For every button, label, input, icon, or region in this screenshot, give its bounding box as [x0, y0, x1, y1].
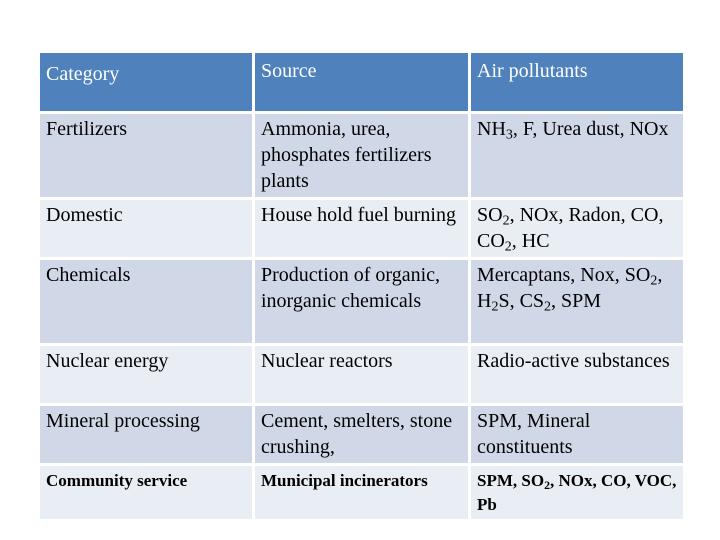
subscript: 2	[502, 213, 510, 229]
subscript: 2	[491, 299, 499, 315]
source-cell: Cement, smelters, stone crushing,	[252, 403, 471, 466]
header-air-pollutants: Air pollutants	[468, 50, 686, 114]
table-row: Community service Municipal incinerators…	[37, 463, 686, 522]
table-row: Mineral processing Cement, smelters, sto…	[37, 403, 686, 466]
pollutants-cell: NH3, F, Urea dust, NOx	[468, 111, 686, 200]
subscript: 2	[650, 273, 658, 289]
subscript: 2	[544, 477, 551, 492]
pollutants-cell: Mercaptans, Nox, SO2, H2S, CS2, SPM	[468, 257, 686, 346]
category-cell: Nuclear energy	[37, 343, 255, 406]
pollutants-cell: SO2, NOx, Radon, CO, CO2, HC	[468, 197, 686, 260]
category-cell: Mineral processing	[37, 403, 255, 466]
subscript: 2	[504, 239, 512, 255]
source-cell: Ammonia, urea, phosphates fertilizers pl…	[252, 111, 471, 200]
source-cell: Municipal incinerators	[252, 463, 471, 522]
category-cell: Fertilizers	[37, 111, 255, 200]
source-cell: Production of organic, inorganic chemica…	[252, 257, 471, 346]
table-row: Domestic House hold fuel burning SO2, NO…	[37, 197, 686, 260]
category-cell: Domestic	[37, 197, 255, 260]
category-cell: Community service	[37, 463, 255, 522]
table-row: Chemicals Production of organic, inorgan…	[37, 257, 686, 346]
pollutants-cell: SPM, Mineral constituents	[468, 403, 686, 466]
pollutants-cell: Radio-active substances	[468, 343, 686, 406]
source-cell: Nuclear reactors	[252, 343, 471, 406]
subscript: 3	[505, 127, 513, 143]
header-category: Category	[37, 50, 255, 114]
air-pollutants-table: Category Source Air pollutants Fertilize…	[37, 50, 686, 522]
source-cell: House hold fuel burning	[252, 197, 471, 260]
table-row: Fertilizers Ammonia, urea, phosphates fe…	[37, 111, 686, 200]
pollutants-cell: SPM, SO2, NOx, CO, VOC, Pb	[468, 463, 686, 522]
category-cell: Chemicals	[37, 257, 255, 346]
header-source: Source	[252, 50, 471, 114]
subscript: 2	[544, 299, 552, 315]
table-header-row: Category Source Air pollutants	[37, 50, 686, 114]
table-row: Nuclear energy Nuclear reactors Radio-ac…	[37, 343, 686, 406]
